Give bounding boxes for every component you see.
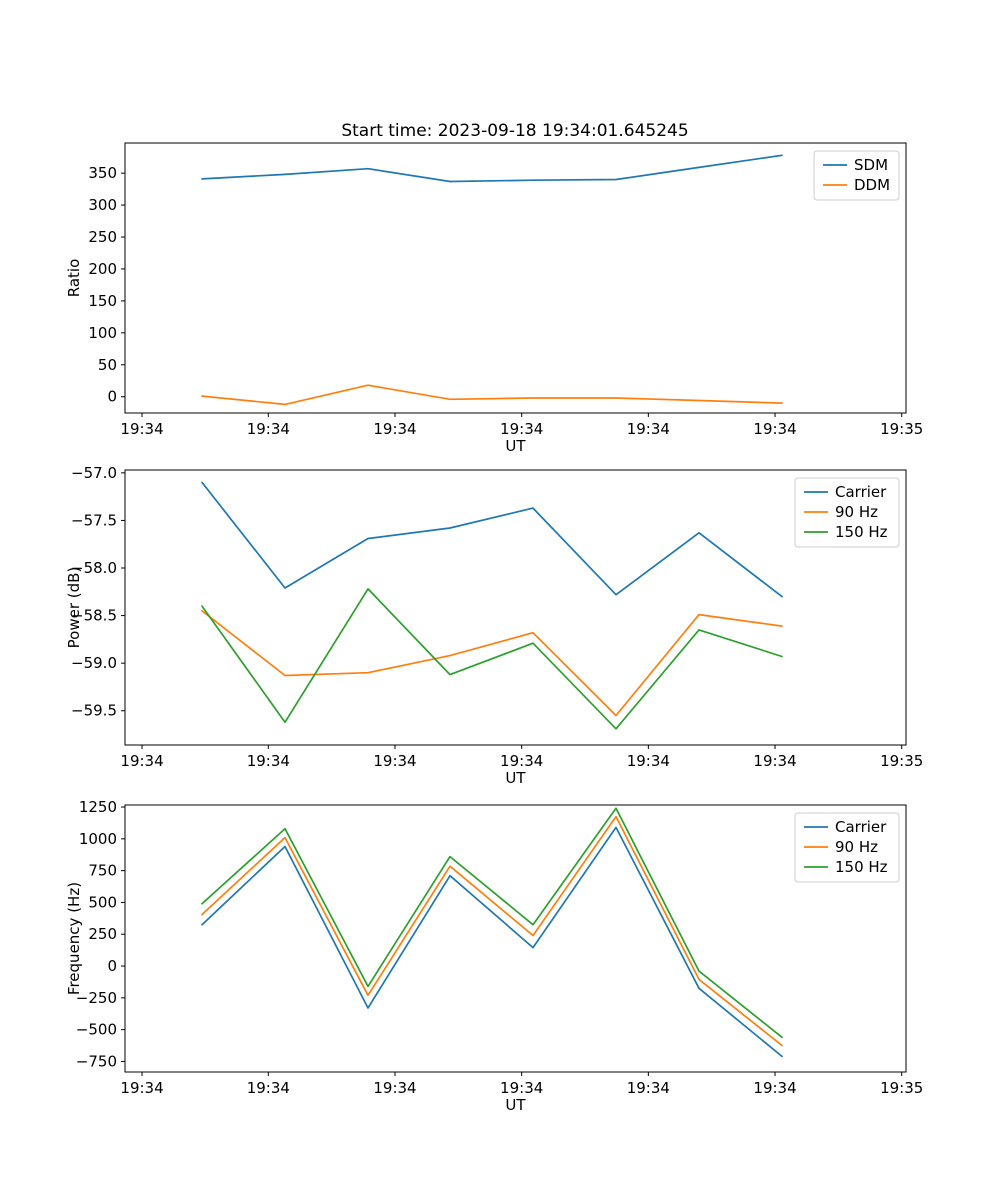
y-tick-label: 0 xyxy=(107,388,117,406)
y-tick-label: −59.5 xyxy=(71,702,117,720)
legend-box xyxy=(794,477,900,548)
x-tick-label: 19:34 xyxy=(753,752,796,770)
y-tick-label: 300 xyxy=(88,196,117,214)
axis-y-label: Frequency (Hz) xyxy=(65,882,83,995)
x-tick-label: 19:34 xyxy=(500,752,543,770)
y-tick-label: 500 xyxy=(88,893,117,911)
legend: Carrier 90 Hz 150 Hz xyxy=(794,812,900,883)
x-tick-label: 19:34 xyxy=(120,420,163,438)
axis-y-label: Power (dB) xyxy=(65,567,83,649)
axes-frame xyxy=(124,142,907,414)
x-tick-label: 19:34 xyxy=(373,1079,416,1097)
legend-label: 150 Hz xyxy=(835,523,888,541)
x-tick-label: 19:34 xyxy=(627,1079,670,1097)
figure-title: Start time: 2023-09-18 19:34:01.645245 xyxy=(341,121,688,141)
x-tick-label: 19:34 xyxy=(247,1079,290,1097)
axes-frame xyxy=(124,469,907,746)
y-tick-label: −57.0 xyxy=(71,464,117,482)
x-tick-label: 19:34 xyxy=(120,1079,163,1097)
x-tick-label: 19:34 xyxy=(120,752,163,770)
legend-label: DDM xyxy=(854,176,890,194)
y-tick-label: 1000 xyxy=(79,830,117,848)
x-tick-label: 19:35 xyxy=(880,752,923,770)
ratio-plot: 0 50 100 150 200 250 300 350 19:34 19:34 19:34 19:3… xyxy=(65,142,923,455)
y-tick-label: 350 xyxy=(88,164,117,182)
x-tick-label: 19:34 xyxy=(627,420,670,438)
x-tick-label: 19:34 xyxy=(627,752,670,770)
y-tick-label: −500 xyxy=(76,1021,117,1039)
y-tick-label: −59.0 xyxy=(71,654,117,672)
legend: Carrier 90 Hz 150 Hz xyxy=(794,477,900,548)
series-line-150-hz xyxy=(201,807,783,1039)
y-tick-label: −250 xyxy=(76,989,117,1007)
y-tick-label: −750 xyxy=(76,1052,117,1070)
series-line-90-hz xyxy=(201,609,783,717)
x-tick-label: 19:34 xyxy=(247,420,290,438)
subplots-group: 0 50 100 150 200 250 300 350 19:34 19:34 19:34 19:3… xyxy=(65,142,923,1114)
y-tick-label: 250 xyxy=(88,925,117,943)
x-tick-label: 19:35 xyxy=(880,420,923,438)
legend-label: Carrier xyxy=(835,483,887,501)
series-line-90-hz xyxy=(201,815,783,1047)
y-tick-label: 100 xyxy=(88,324,117,342)
legend-label: 90 Hz xyxy=(835,838,878,856)
axes-frame xyxy=(124,804,907,1073)
y-tick-label: 200 xyxy=(88,260,117,278)
x-tick-label: 19:34 xyxy=(753,420,796,438)
x-tick-label: 19:34 xyxy=(373,752,416,770)
x-tick-label: 19:34 xyxy=(247,752,290,770)
legend-label: SDM xyxy=(854,156,888,174)
y-tick-label: 50 xyxy=(98,356,117,374)
y-tick-label: −58.0 xyxy=(71,559,117,577)
series-line-ddm xyxy=(201,384,783,406)
power-plot: −57.0 −57.5 −58.0 −58.5 −59.0 −59.5 19:34 19:34… xyxy=(65,464,923,787)
x-tick-label: 19:34 xyxy=(500,1079,543,1097)
axis-y-label: Ratio xyxy=(65,259,83,298)
x-tick-label: 19:34 xyxy=(373,420,416,438)
series-line-150-hz xyxy=(201,588,783,730)
y-tick-label: 250 xyxy=(88,228,117,246)
legend-label: Carrier xyxy=(835,818,887,836)
x-tick-label: 19:35 xyxy=(880,1079,923,1097)
legend-box xyxy=(794,812,900,883)
legend-box xyxy=(813,150,900,201)
series-line-carrier xyxy=(201,481,783,598)
axis-x-label: UT xyxy=(505,437,526,455)
y-tick-label: 1250 xyxy=(79,798,117,816)
series-line-sdm xyxy=(201,154,783,183)
x-tick-label: 19:34 xyxy=(500,420,543,438)
legend-label: 90 Hz xyxy=(835,503,878,521)
y-tick-label: 0 xyxy=(107,957,117,975)
axis-x-label: UT xyxy=(505,1096,526,1114)
y-tick-label: 150 xyxy=(88,292,117,310)
x-tick-label: 19:34 xyxy=(753,1079,796,1097)
y-tick-label: −58.5 xyxy=(71,607,117,625)
series-line-carrier xyxy=(201,826,783,1058)
legend: SDM DDM xyxy=(813,150,900,201)
axis-x-label: UT xyxy=(505,769,526,787)
y-tick-label: 750 xyxy=(88,862,117,880)
y-tick-label: −57.5 xyxy=(71,511,117,529)
legend-label: 150 Hz xyxy=(835,858,888,876)
